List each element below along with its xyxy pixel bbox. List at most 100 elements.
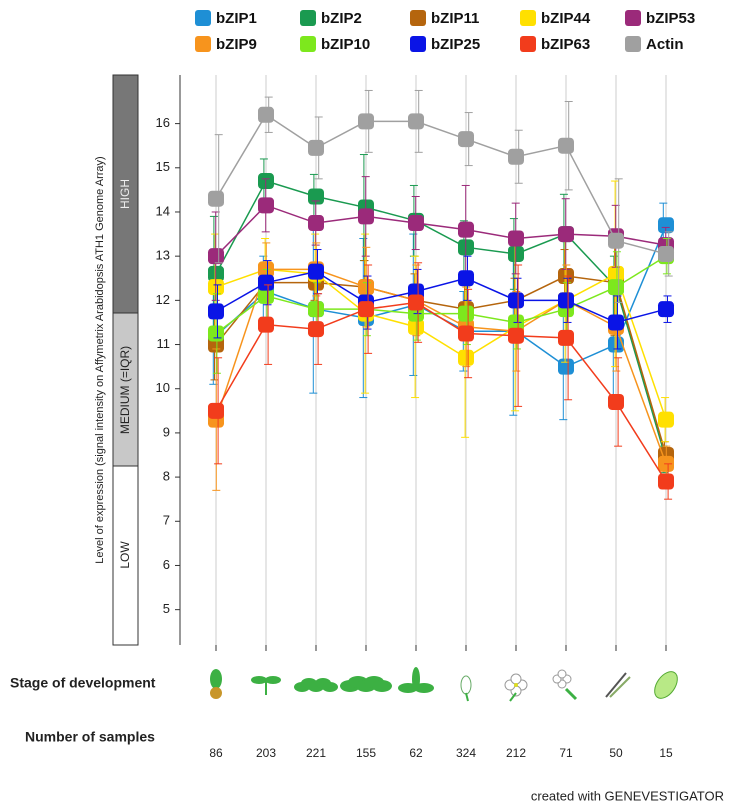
marker [458,270,474,287]
marker [208,402,224,419]
seed-leaf [654,671,678,699]
series-line [215,224,667,368]
sample-count: 86 [209,746,223,760]
stage-icon [398,667,434,693]
series-line [215,113,667,255]
marker [658,217,674,234]
band-label: MEDIUM (=IQR) [118,346,132,434]
stem [509,692,517,702]
band-label: HIGH [118,179,132,209]
marker [308,263,324,280]
marker [458,305,474,322]
marker [258,197,274,214]
series-line [215,268,667,420]
legend-text: bZIP1 [216,10,257,27]
marker [458,325,474,342]
footer: created with GENEVESTIGATOR [531,788,724,803]
marker [358,279,374,296]
leaf [265,676,281,684]
legend-text: bZIP25 [431,36,480,53]
stage-icon [654,671,678,699]
marker [608,393,624,410]
sample-count: 71 [559,746,573,760]
marker [308,139,324,156]
leaf [322,682,338,692]
legend-swatch [300,36,316,52]
marker [658,245,674,262]
marker [258,106,274,123]
sample-count: 62 [409,746,423,760]
legend-text: bZIP11 [431,10,479,27]
band-high [112,74,139,314]
leaf [412,667,420,691]
legend-swatch [625,10,641,26]
legend-text: bZIP2 [321,10,362,27]
sample-count: 212 [506,746,526,760]
stage-label: Stage of development [10,675,156,691]
stage-icon [251,676,281,695]
center [514,683,518,687]
marker [408,294,424,311]
seed [210,687,222,699]
legend-swatch [195,36,211,52]
series-line [215,268,667,465]
legend-swatch [410,36,426,52]
marker [458,131,474,148]
marker [558,137,574,154]
sample-count: 324 [456,746,476,760]
stage-icon [552,669,578,701]
marker [508,292,524,309]
marker [208,248,224,265]
marker [308,215,324,232]
y-tick-label: 12 [156,292,170,307]
legend-text: bZIP10 [321,36,370,53]
marker [308,301,324,318]
petal [557,669,567,679]
marker [258,287,274,304]
legend-text: Actin [646,36,684,53]
legend-swatch [300,10,316,26]
marker [608,232,624,249]
y-tick-label: 14 [156,203,170,218]
petal [510,673,522,685]
y-axis-label: Level of expression (signal intensity on… [94,156,106,563]
stage-icon [210,669,222,699]
legend-swatch [410,10,426,26]
band-low [112,465,139,646]
series-line [215,270,667,324]
y-tick-label: 9 [163,424,170,439]
legend-text: bZIP63 [541,36,590,53]
sample-count: 50 [609,746,623,760]
series-line [215,204,667,257]
legend-swatch [520,36,536,52]
marker [358,208,374,225]
silique [564,687,578,701]
stage-icon [340,676,392,692]
marker [558,226,574,243]
pod [605,672,627,698]
stage-icon [504,673,528,702]
y-tick-label: 16 [156,115,170,130]
marker [258,316,274,333]
leaf [251,676,267,684]
marker [608,279,624,296]
marker [508,230,524,247]
marker [558,292,574,309]
series-line [215,301,667,482]
marker [208,303,224,320]
legend-swatch [195,10,211,26]
y-tick-label: 5 [163,601,170,616]
marker [358,301,374,318]
y-tick-label: 11 [157,336,171,351]
legend-text: bZIP44 [541,10,591,27]
legend-swatch [625,36,641,52]
marker [208,190,224,207]
marker [308,321,324,338]
sample-count: 203 [256,746,276,760]
marker [608,265,624,282]
stage-icon [605,672,631,698]
y-tick-label: 6 [163,557,170,572]
marker [208,325,224,342]
sample-count: 221 [306,746,326,760]
